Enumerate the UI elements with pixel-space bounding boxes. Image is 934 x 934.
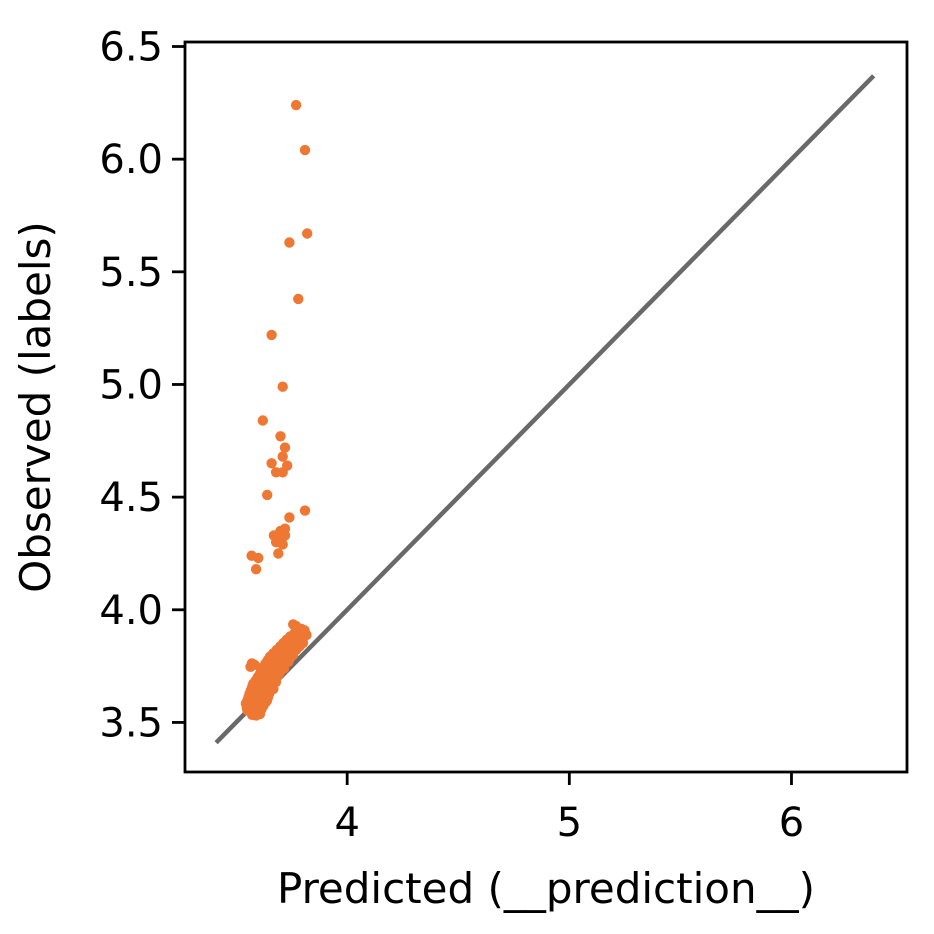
scatter-point [277,381,288,392]
x-tick-label: 5 [557,800,582,846]
scatter-point [277,467,288,478]
scatter-point [284,512,295,523]
scatter-point [250,564,262,575]
scatter-point [266,329,277,341]
y-tick-label: 5.5 [99,250,163,296]
scatter-point [290,99,302,111]
x-axis-ticks: 4 5 6 [334,772,804,846]
scatter-point [302,228,313,239]
scatter-point [266,458,277,469]
y-tick-label: 5.0 [99,362,163,408]
y-tick-label: 6.0 [99,137,163,183]
scatter-points [240,99,313,721]
plot-border [183,40,909,774]
identity-line [214,74,876,745]
y-tick-label: 6.5 [99,25,163,71]
y-axis-label: Observed (labels) [11,221,60,593]
scatter-point [253,552,264,564]
scatter-point [293,293,304,305]
y-tick-label: 4.0 [99,588,163,634]
scatter-point [257,415,268,426]
scatter-point [273,548,284,559]
x-tick-label: 4 [334,800,359,846]
scatter-point [262,489,273,501]
scatter-point [279,442,291,453]
x-tick-label: 6 [779,800,804,846]
scatter-point [275,431,286,442]
scatter-point [299,144,311,156]
y-tick-label: 4.5 [99,475,163,521]
x-axis-label: Predicted (__prediction__) [277,864,815,913]
y-tick-label: 3.5 [99,700,163,746]
y-axis-ticks: 3.5 4.0 4.5 5.0 5.5 6.0 6.5 [99,25,185,746]
scatter-point [277,539,288,550]
scatter-point [290,620,302,632]
scatter-point [299,505,311,516]
scatter-point [277,451,288,462]
scatter-point [299,625,310,636]
scatter-point [249,659,260,670]
scatter-point [284,237,295,248]
